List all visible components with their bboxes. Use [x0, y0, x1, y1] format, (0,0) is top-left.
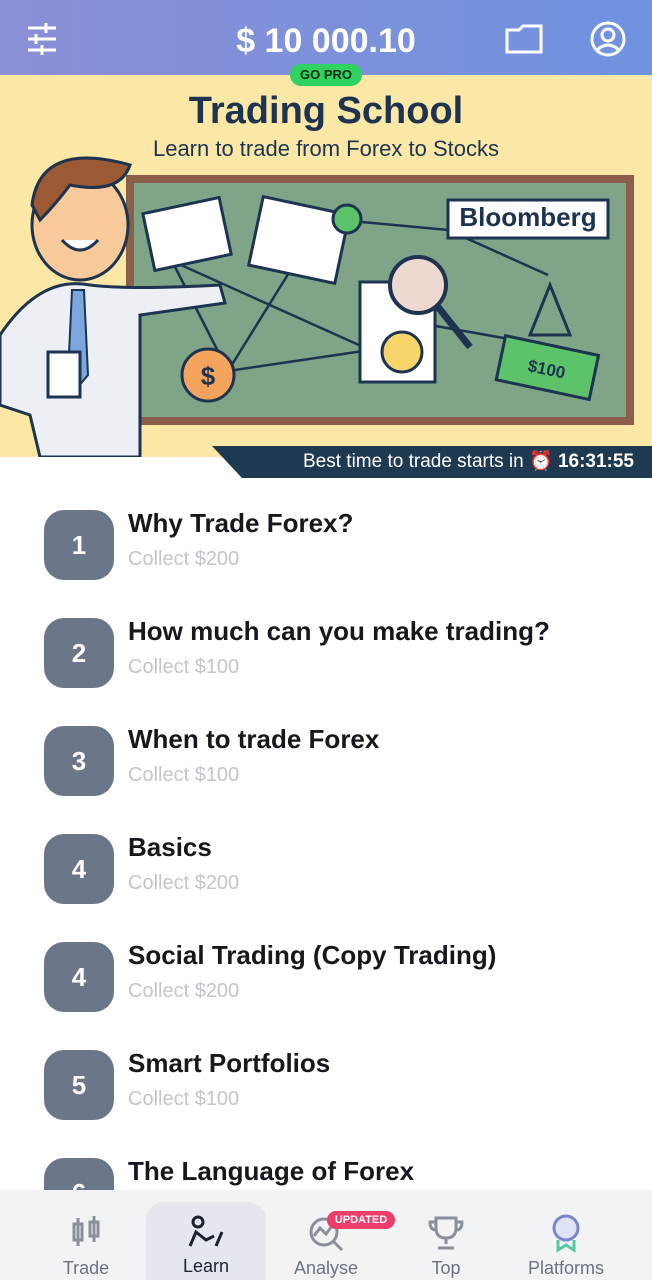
lesson-item[interactable]: 4 Social Trading (Copy Trading) Collect $2… [0, 910, 652, 1018]
lesson-title: When to trade Forex [128, 724, 380, 754]
lesson-item[interactable]: 4 Basics Collect $200 [0, 802, 652, 910]
timer-bar: Best time to trade starts in ⏰ 16:31:55 [212, 446, 652, 478]
bloomberg-label: Bloomberg [459, 202, 596, 232]
lesson-list: 1 Why Trade Forex? Collect $200 2 How much c… [0, 478, 652, 1190]
banner[interactable]: Bloomberg $100 $ [0, 75, 652, 459]
nav-label: Trade [62, 1258, 110, 1278]
nav-label: Top [431, 1258, 461, 1278]
lesson-number: 6 [44, 1158, 114, 1190]
timer: 16:31:55 [557, 451, 634, 472]
updated-badge: UPDATED [327, 1211, 395, 1229]
lesson-number: 1 [44, 510, 114, 580]
lesson-title: The Language of Forex [128, 1156, 415, 1186]
nav-tab[interactable]: Top [386, 1190, 506, 1280]
header: $ 10 000.10 [0, 0, 652, 75]
lesson-number: 4 [44, 834, 114, 904]
banner-subtitle: Learn to trade from Forex to Stocks [152, 136, 500, 161]
nav-tab[interactable]: Trade [26, 1190, 146, 1280]
nav-icon [428, 1216, 464, 1250]
lesson-item[interactable]: 5 Smart Portfolios Collect $100 [0, 1018, 652, 1126]
nav-tab[interactable]: Learn [146, 1202, 266, 1280]
nav-icon [309, 1217, 344, 1252]
lesson-number: 4 [44, 942, 114, 1012]
banner-title: Trading School [188, 90, 464, 132]
profile-icon[interactable] [589, 20, 627, 58]
nav-icon [552, 1214, 580, 1253]
nav-tab[interactable]: Analyse [266, 1190, 386, 1280]
go-pro-badge[interactable]: GO PRO [290, 64, 362, 86]
lesson-title: Smart Portfolios [128, 1048, 331, 1078]
lesson-item[interactable]: 1 Why Trade Forex? Collect $200 [0, 478, 652, 586]
nav-label: Learn [182, 1256, 230, 1276]
lesson-reward: Collect $100 [128, 1088, 240, 1110]
lesson-item[interactable]: 2 How much can you make trading? Collect $… [0, 586, 652, 694]
lesson-title: How much can you make trading? [128, 616, 550, 646]
lesson-item[interactable]: 6 The Language of Forex [0, 1126, 652, 1190]
lesson-reward: Collect $200 [128, 872, 240, 894]
lesson-reward: Collect $200 [128, 548, 240, 570]
lesson-item[interactable]: 3 When to trade Forex Collect $100 [0, 694, 652, 802]
nav-icon [72, 1216, 100, 1246]
nav-label: Analyse [293, 1258, 359, 1278]
lesson-reward: Collect $200 [128, 980, 240, 1002]
lesson-number: 2 [44, 618, 114, 688]
nav-icon [188, 1215, 224, 1247]
nav-tab[interactable]: Platforms [506, 1190, 626, 1280]
lesson-reward: Collect $100 [128, 764, 240, 786]
balance: $ 10 000.10 [236, 22, 416, 60]
settings-icon[interactable] [26, 22, 58, 56]
nav-label: Platforms [527, 1258, 605, 1278]
bottom-nav: Trade Learn Analyse Top Platforms [0, 1190, 652, 1280]
lesson-title: Basics [128, 832, 212, 862]
lesson-title: Social Trading (Copy Trading) [128, 940, 497, 970]
timer-text: Best time to trade starts in [303, 451, 524, 472]
lesson-reward: Collect $100 [128, 656, 240, 678]
lesson-number: 3 [44, 726, 114, 796]
lesson-title: Why Trade Forex? [128, 508, 354, 538]
banner-illustration: Bloomberg $100 $ [0, 156, 634, 459]
coin-label: $ [201, 361, 216, 391]
folder-icon[interactable] [505, 24, 543, 54]
lesson-number: 5 [44, 1050, 114, 1120]
timer-icon: ⏰ [528, 451, 553, 472]
